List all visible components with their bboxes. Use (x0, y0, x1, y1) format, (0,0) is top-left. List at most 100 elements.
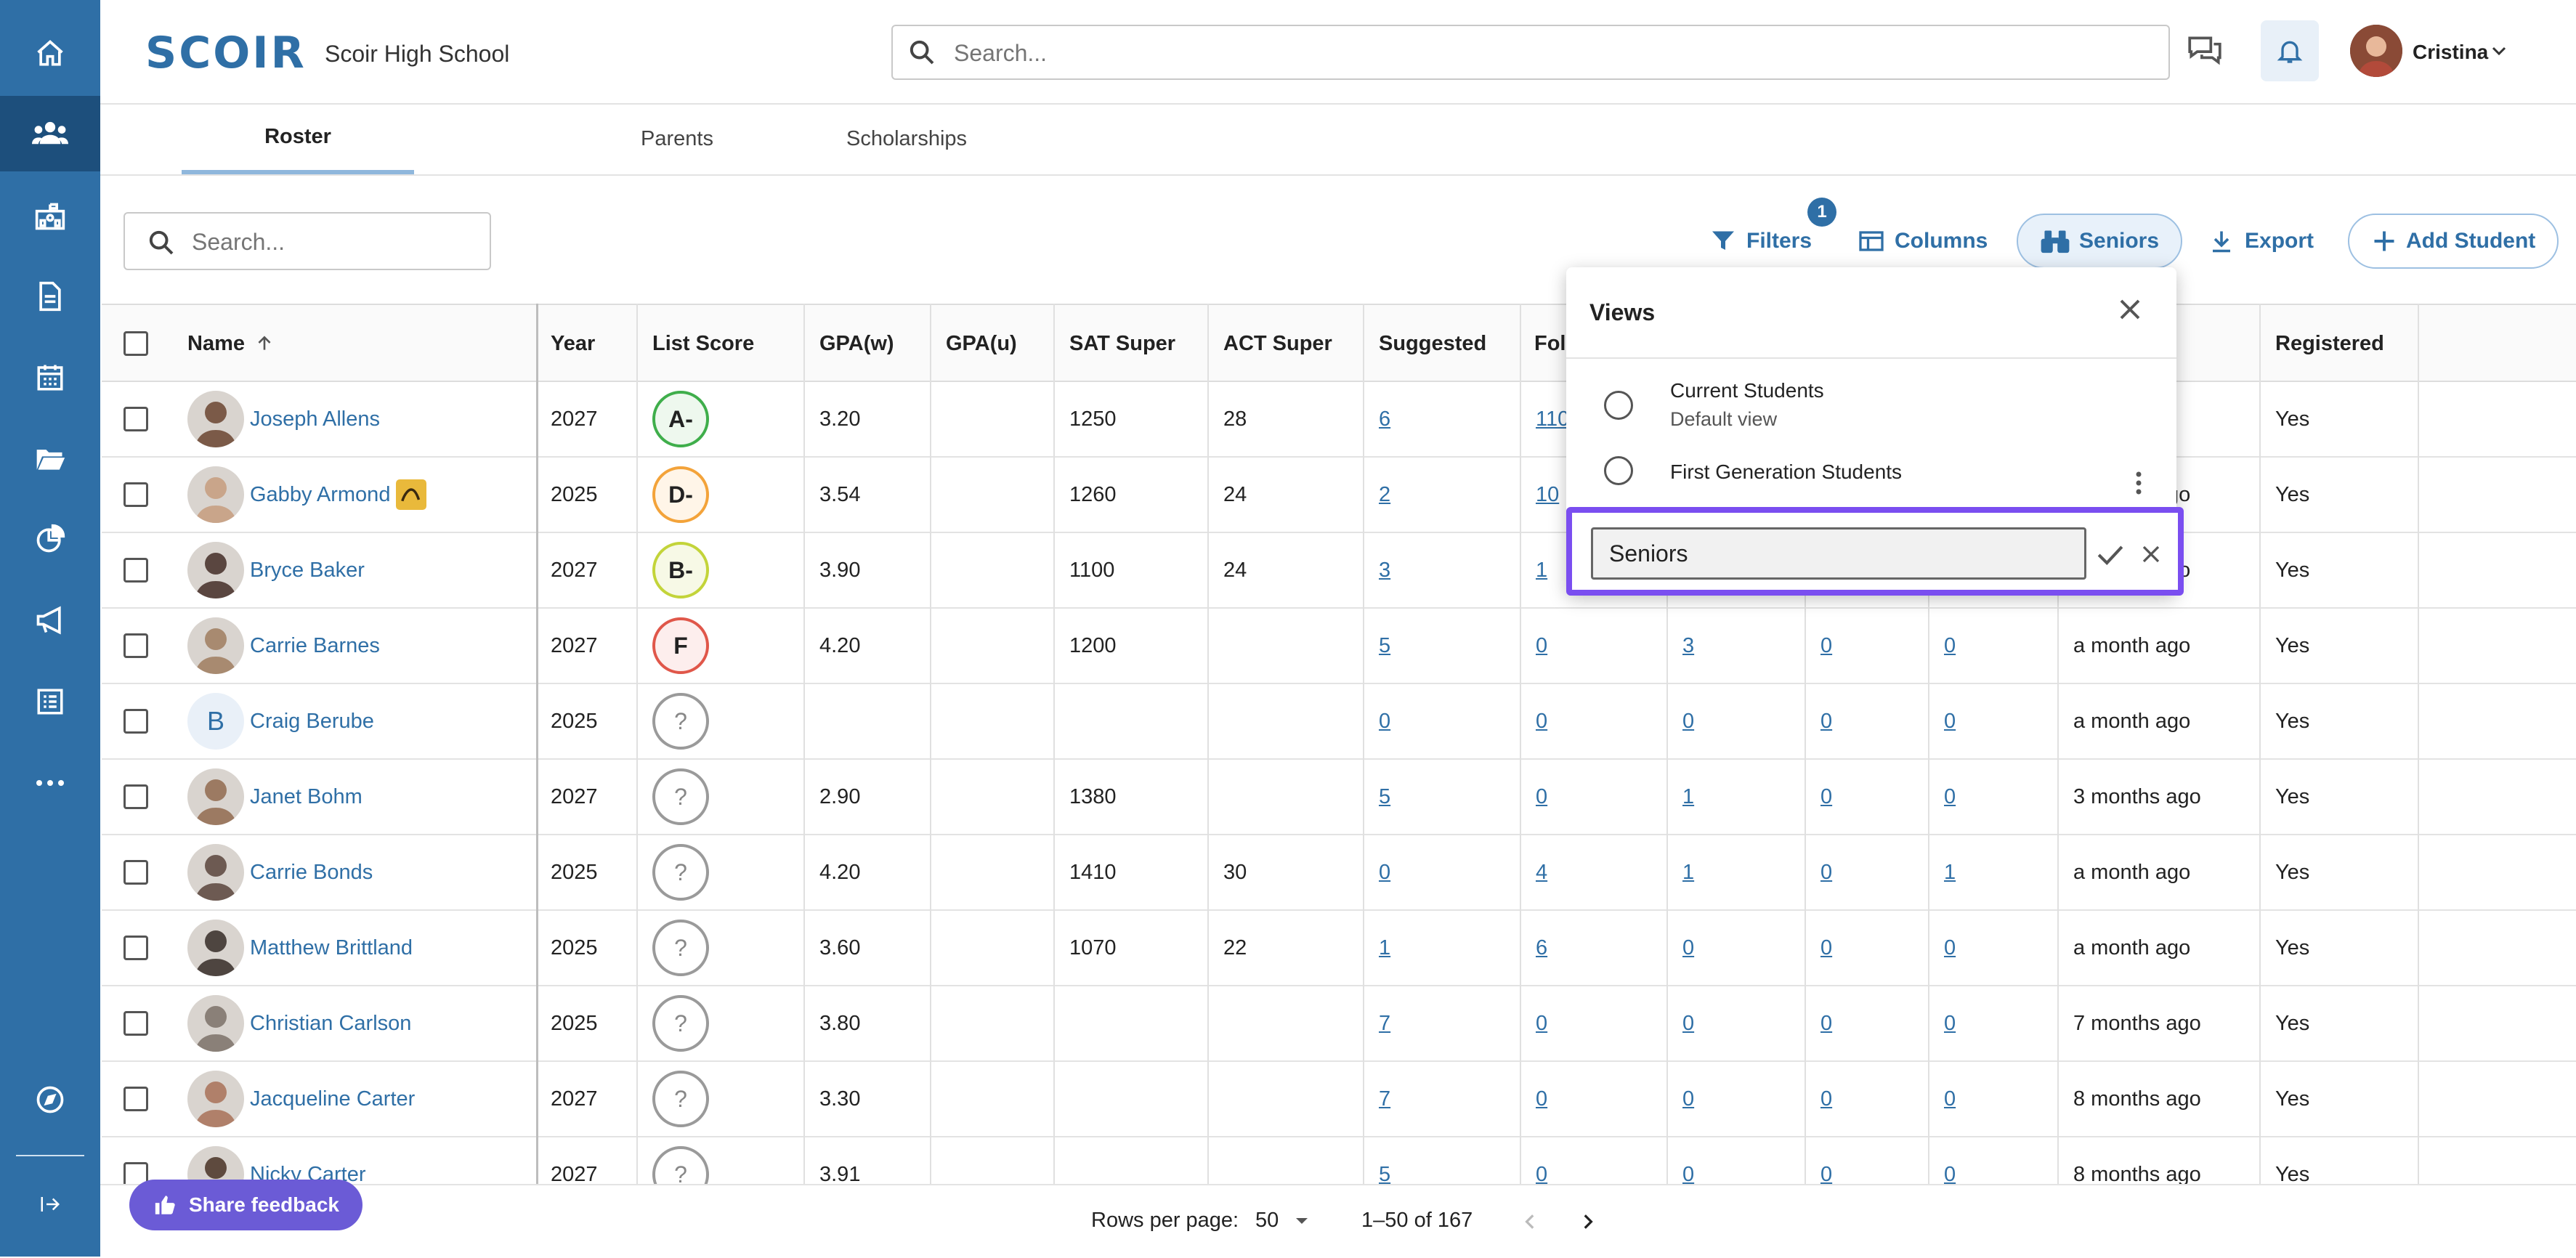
table-row[interactable]: Carrie Barnes 2027 F 4.20 1200 5 0 3 0 0 a month a… (102, 609, 2576, 684)
views-button[interactable]: Seniors (2017, 214, 2183, 269)
list-score-badge[interactable]: ? (652, 920, 709, 976)
suggested-link[interactable]: 1 (1379, 936, 1391, 959)
following-link[interactable]: 10 (1536, 482, 1560, 506)
row-checkbox[interactable] (123, 835, 148, 909)
student-name-link[interactable]: Jacqueline Carter (250, 1087, 416, 1111)
list-score-cell[interactable]: A- (652, 382, 709, 456)
student-name-link[interactable]: Carrie Bonds (250, 860, 373, 884)
following-link[interactable]: 0 (1536, 784, 1548, 808)
roster-search[interactable] (123, 212, 491, 270)
more-icon[interactable] (0, 745, 100, 821)
expand-nav-icon[interactable] (0, 1168, 100, 1241)
more-vertical-icon[interactable] (2134, 471, 2143, 495)
filters-button[interactable]: Filters (1709, 214, 1812, 269)
rows-per-page-select[interactable]: 50 (1255, 1209, 1309, 1233)
student-name-link[interactable]: Christian Carlson (250, 1011, 412, 1035)
columns-button[interactable]: Columns (1857, 214, 1988, 269)
suggested-link[interactable]: 5 (1379, 633, 1391, 657)
megaphone-icon[interactable] (0, 583, 100, 658)
table-row[interactable]: Nicky Carter 2027? 3.91 5 0 0 0 0 8 months ago Ye… (102, 1137, 2576, 1184)
tab-scholarships[interactable]: Scholarships (846, 126, 968, 150)
row-checkbox[interactable] (123, 1137, 148, 1184)
home-icon[interactable] (0, 16, 100, 92)
following-link[interactable]: 0 (1536, 1011, 1548, 1035)
header-registered[interactable]: Registered (2275, 331, 2384, 355)
row-checkbox[interactable] (123, 533, 148, 607)
header-gpa-w[interactable]: GPA(w) (819, 331, 894, 355)
count-link[interactable]: 0 (1820, 709, 1833, 733)
suggested-link[interactable]: 7 (1379, 1087, 1391, 1111)
chat-icon[interactable] (2185, 32, 2224, 68)
count-link[interactable]: 0 (1820, 1011, 1833, 1035)
count-link[interactable]: 0 (1944, 1162, 1956, 1185)
header-sat-super[interactable]: SAT Super (1069, 331, 1176, 355)
document-icon[interactable] (0, 259, 100, 334)
header-suggested[interactable]: Suggested (1379, 331, 1487, 355)
table-row[interactable]: B Craig Berube 2025? 0 0 0 0 0 a month ago Yes (102, 684, 2576, 760)
student-name-link[interactable]: Matthew Brittland (250, 936, 413, 959)
view-radio[interactable] (1604, 456, 1633, 485)
roster-search-input[interactable] (190, 214, 484, 270)
suggested-link[interactable]: 7 (1379, 1011, 1391, 1035)
close-icon[interactable] (2140, 543, 2162, 565)
list-score-cell[interactable]: D- (652, 458, 709, 532)
header-list-score[interactable]: List Score (652, 331, 755, 355)
count-link[interactable]: 0 (1944, 1011, 1956, 1035)
compass-icon[interactable] (0, 1062, 100, 1137)
count-link[interactable]: 0 (1682, 1087, 1695, 1111)
view-radio[interactable] (1604, 391, 1633, 420)
row-checkbox[interactable] (123, 760, 148, 834)
close-icon[interactable] (2117, 296, 2143, 322)
count-link[interactable]: 0 (1820, 784, 1833, 808)
table-row[interactable]: Joseph Allens 2027 A- 3.20 1250 28 6 110 Yes (102, 382, 2576, 458)
following-link[interactable]: 4 (1536, 860, 1548, 884)
following-link[interactable]: 0 (1536, 709, 1548, 733)
following-link[interactable]: 110 (1536, 407, 1570, 431)
count-link[interactable]: 3 (1682, 633, 1695, 657)
count-link[interactable]: 0 (1682, 1011, 1695, 1035)
student-name-link[interactable]: Joseph Allens (250, 407, 380, 431)
list-score-cell[interactable]: ? (652, 986, 709, 1060)
list-score-cell[interactable]: ? (652, 835, 709, 909)
header-name[interactable]: Name (187, 305, 274, 382)
list-score-cell[interactable]: B- (652, 533, 709, 607)
student-name-link[interactable]: Gabby Armond (250, 482, 391, 506)
share-feedback-button[interactable]: Share feedback (129, 1180, 362, 1230)
student-cell[interactable]: Christian Carlson (187, 986, 411, 1060)
list-score-badge[interactable]: B- (652, 542, 709, 598)
check-icon[interactable] (2097, 543, 2124, 567)
sort-ascending-icon[interactable] (255, 333, 274, 354)
count-link[interactable]: 0 (1820, 1162, 1833, 1185)
count-link[interactable]: 0 (1820, 633, 1833, 657)
list-score-badge[interactable]: ? (652, 1071, 709, 1127)
count-link[interactable]: 1 (1944, 860, 1956, 884)
count-link[interactable]: 1 (1682, 784, 1695, 808)
student-name-link[interactable]: Carrie Barnes (250, 633, 380, 657)
count-link[interactable]: 0 (1682, 936, 1695, 959)
student-name-link[interactable]: Janet Bohm (250, 784, 362, 808)
row-checkbox[interactable] (123, 986, 148, 1060)
student-cell[interactable]: Bryce Baker (187, 533, 365, 607)
suggested-link[interactable]: 0 (1379, 860, 1391, 884)
list-score-cell[interactable]: ? (652, 1137, 709, 1184)
list-score-badge[interactable]: ? (652, 995, 709, 1052)
table-row[interactable]: Christian Carlson 2025? 3.80 7 0 0 0 0 7 months … (102, 986, 2576, 1062)
following-link[interactable]: 1 (1536, 558, 1548, 582)
table-row[interactable]: Janet Bohm 2027? 2.90 1380 5 0 1 0 0 3 months ago… (102, 760, 2576, 835)
checklist-icon[interactable] (0, 664, 100, 739)
calendar-icon[interactable] (0, 340, 100, 415)
view-option-first-generation[interactable]: First Generation Students (1566, 442, 2176, 522)
add-student-button[interactable]: Add Student (2348, 214, 2559, 269)
list-score-badge[interactable]: ? (652, 693, 709, 750)
suggested-link[interactable]: 6 (1379, 407, 1391, 431)
list-score-cell[interactable]: ? (652, 911, 709, 985)
list-score-badge[interactable]: ? (652, 1146, 709, 1184)
count-link[interactable]: 0 (1820, 860, 1833, 884)
notifications-button[interactable] (2261, 20, 2319, 81)
next-page-icon[interactable] (1578, 1210, 1597, 1233)
student-cell[interactable]: Matthew Brittland (187, 911, 413, 985)
chevron-down-icon[interactable] (2490, 45, 2508, 57)
previous-page-icon[interactable] (1521, 1210, 1540, 1233)
select-all-checkbox[interactable] (123, 305, 148, 382)
count-link[interactable]: 0 (1682, 709, 1695, 733)
